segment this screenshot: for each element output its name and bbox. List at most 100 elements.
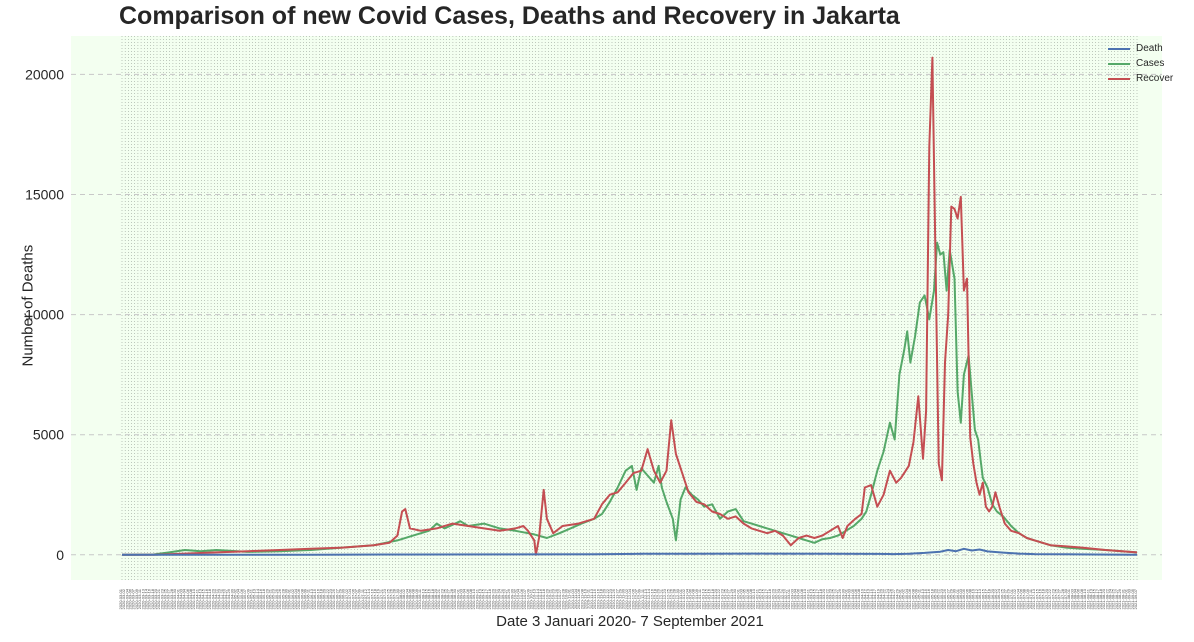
x-tick-label: 2021-05-02: [901, 588, 906, 609]
x-tick-label: 2021-01-16: [707, 588, 712, 609]
x-tick-label: 2021-03-04: [793, 588, 798, 609]
x-tick-label: 2021-03-27: [834, 588, 839, 609]
x-tick-label: 2020-11-03: [570, 588, 575, 609]
x-tick-label: 2021-06-22: [993, 588, 998, 609]
x-tick-label: 2021-08-27: [1114, 588, 1119, 609]
x-tick-label: 2020-09-04: [462, 588, 467, 609]
x-tick-label: 2020-04-08: [188, 588, 193, 609]
x-tick-label: 2021-08-04: [1073, 588, 1078, 609]
x-tick-label: 2021-07-08: [1022, 588, 1027, 609]
x-tick-label: 2021-08-03: [1069, 588, 1074, 609]
x-tick-label: 2020-03-06: [128, 588, 133, 609]
x-tick-label: 2020-12-16: [649, 588, 654, 609]
x-tick-label: 2021-04-19: [875, 588, 880, 609]
x-tick-label: 2020-08-27: [446, 588, 451, 609]
x-tick-label: 2020-07-28: [392, 588, 397, 609]
x-tick-label: 2021-01-06: [688, 588, 693, 609]
x-tick-label: 2020-09-06: [465, 588, 470, 609]
x-tick-label: 2021-01-23: [719, 588, 724, 609]
x-tick-label: 2020-05-30: [284, 588, 289, 609]
x-tick-label: 2021-05-13: [920, 588, 925, 609]
x-tick-label: 2020-10-11: [529, 588, 534, 609]
x-tick-label: 2021-01-01: [678, 588, 683, 609]
x-tick-label: 2021-08-08: [1079, 588, 1084, 609]
x-tick-label: 2020-05-13: [252, 588, 257, 609]
x-tick-label: 2021-04-26: [888, 588, 893, 609]
x-tick-labels: 2020-03-012020-03-022020-03-042020-03-06…: [118, 588, 1138, 609]
x-tick-label: 2021-07-09: [1025, 588, 1030, 609]
x-tick-label: 2020-05-23: [271, 588, 276, 609]
x-tick-label: 2020-03-25: [163, 588, 168, 609]
x-tick-label: 2021-08-25: [1111, 588, 1116, 609]
x-tick-label: 2020-10-14: [535, 588, 540, 609]
x-tick-label: 2020-06-09: [303, 588, 308, 609]
y-tick-label: 20000: [25, 66, 64, 82]
x-tick-label: 2020-11-13: [589, 588, 594, 609]
x-tick-label: 2020-10-06: [519, 588, 524, 609]
x-tick-label: 2020-12-09: [637, 588, 642, 609]
x-tick-label: 2021-04-13: [866, 588, 871, 609]
x-tick-label: 2020-08-02: [401, 588, 406, 609]
x-tick-label: 2020-05-18: [261, 588, 266, 609]
x-tick-label: 2021-03-08: [799, 588, 804, 609]
x-tick-label: 2020-11-16: [595, 588, 600, 609]
x-tick-label: 2020-05-21: [268, 588, 273, 609]
x-tick-label: 2021-03-03: [789, 588, 794, 609]
x-tick-label: 2020-08-16: [427, 588, 432, 609]
x-tick-label: 2021-07-28: [1060, 588, 1065, 609]
x-tick-label: 2021-02-01: [735, 588, 740, 609]
x-tick-label: 2021-03-06: [796, 588, 801, 609]
x-tick-label: 2020-03-20: [153, 588, 158, 609]
x-tick-label: 2020-12-13: [643, 588, 648, 609]
x-tick-label: 2020-03-01: [118, 588, 123, 609]
x-tick-label: 2020-12-30: [675, 588, 680, 609]
x-tick-label: 2020-03-28: [169, 588, 174, 609]
x-tick-label: 2021-06-29: [1006, 588, 1011, 609]
x-tick-label: 2021-05-04: [904, 588, 909, 609]
x-tick-label: 2021-05-09: [914, 588, 919, 609]
x-tick-label: 2020-09-03: [459, 588, 464, 609]
x-tick-label: 2020-07-06: [350, 588, 355, 609]
x-tick-label: 2020-11-18: [599, 588, 604, 609]
y-tick-label: 0: [56, 547, 64, 563]
x-tick-label: 2021-06-27: [1003, 588, 1008, 609]
x-tick-label: 2021-01-04: [684, 588, 689, 609]
x-tick-label: 2021-02-27: [783, 588, 788, 609]
x-tick-label: 2021-07-18: [1041, 588, 1046, 609]
x-tick-label: 2020-09-24: [497, 588, 502, 609]
x-tick-label: 2020-09-13: [478, 588, 483, 609]
x-tick-label: 2020-12-06: [630, 588, 635, 609]
x-tick-label: 2020-10-21: [548, 588, 553, 609]
x-tick-label: 2020-12-18: [653, 588, 658, 609]
x-tick-label: 2021-05-22: [936, 588, 941, 609]
x-tick-label: 2020-07-30: [395, 588, 400, 609]
x-tick-label: 2021-03-18: [818, 588, 823, 609]
x-tick-label: 2020-08-28: [449, 588, 454, 609]
legend-label-recover: Recover: [1136, 73, 1174, 84]
x-tick-label: 2021-03-13: [809, 588, 814, 609]
x-tick-label: 2020-07-21: [379, 588, 384, 609]
x-tick-label: 2020-06-29: [338, 588, 343, 609]
x-tick-label: 2021-02-13: [758, 588, 763, 609]
x-tick-label: 2020-11-23: [608, 588, 613, 609]
legend-item-death: Death: [1108, 41, 1173, 56]
x-tick-label: 2021-03-15: [812, 588, 817, 609]
x-tick-label: 2021-03-25: [831, 588, 836, 609]
x-tick-label: 2021-08-22: [1104, 588, 1109, 609]
x-tick-label: 2021-06-06: [964, 588, 969, 609]
x-tick-label: 2021-06-12: [974, 588, 979, 609]
series-line-recover: [121, 56, 1138, 556]
x-tick-label: 2020-12-23: [662, 588, 667, 609]
legend-item-cases: Cases: [1108, 56, 1173, 71]
x-tick-label: 2020-05-26: [277, 588, 282, 609]
x-tick-label: 2020-04-13: [198, 588, 203, 609]
x-tick-label: 2020-09-08: [468, 588, 473, 609]
x-tick-label: 2020-05-14: [255, 588, 260, 609]
x-tick-label: 2021-07-16: [1038, 588, 1043, 609]
x-tick-label: 2021-02-05: [742, 588, 747, 609]
x-tick-label: 2020-10-04: [516, 588, 521, 609]
x-tick-label: 2021-08-13: [1089, 588, 1094, 609]
series-line-death: [121, 547, 1138, 556]
x-tick-label: 2020-04-11: [194, 588, 199, 609]
x-tick-label: 2021-08-18: [1098, 588, 1103, 609]
